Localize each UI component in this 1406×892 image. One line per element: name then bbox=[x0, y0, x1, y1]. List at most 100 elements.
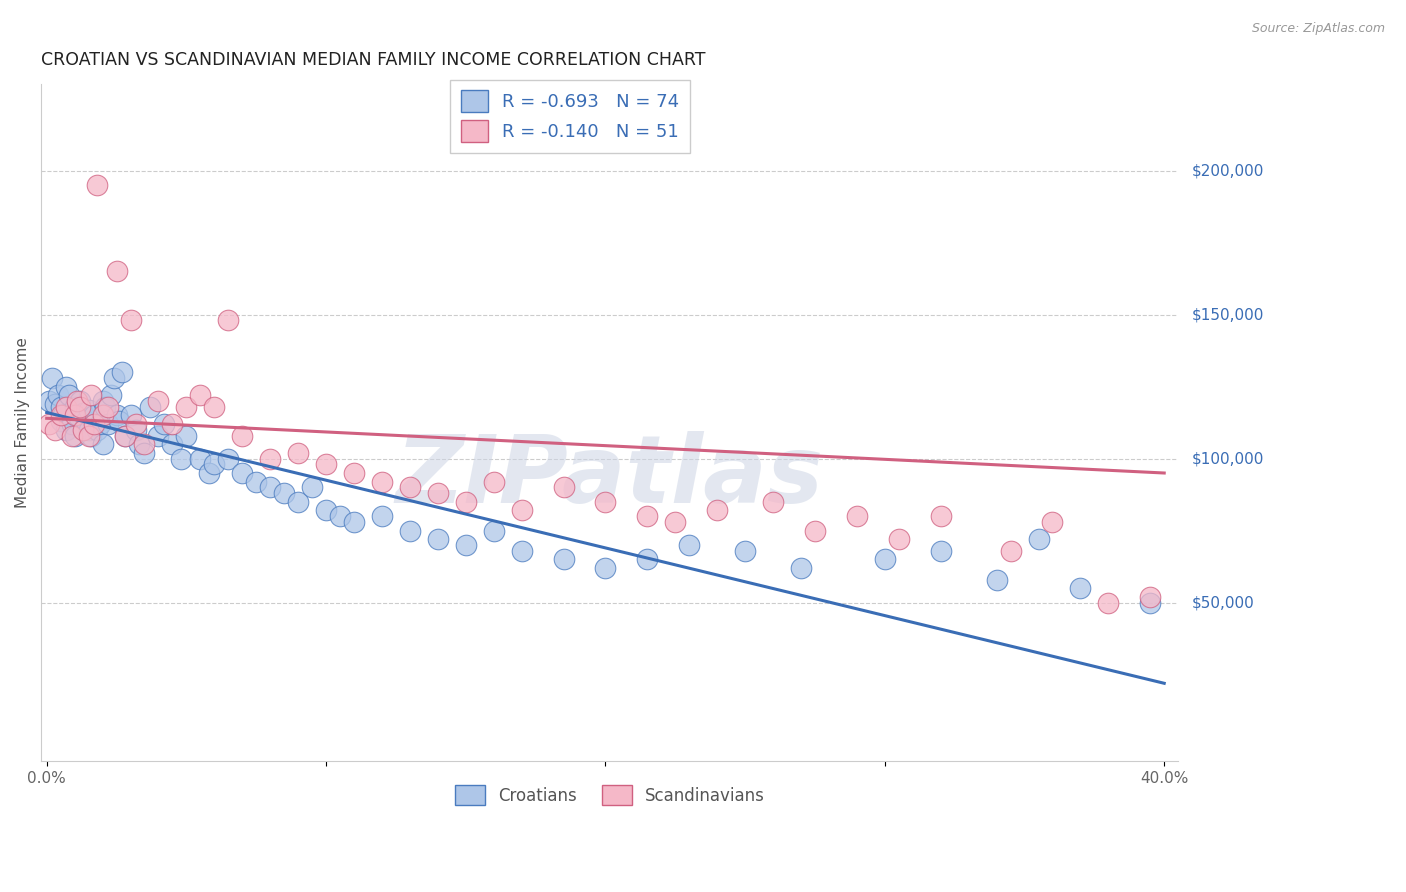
Point bbox=[1139, 590, 1161, 604]
Point bbox=[44, 397, 66, 411]
Point bbox=[44, 423, 66, 437]
Point bbox=[343, 466, 366, 480]
Point bbox=[217, 313, 239, 327]
Point bbox=[929, 543, 952, 558]
Text: Source: ZipAtlas.com: Source: ZipAtlas.com bbox=[1251, 22, 1385, 36]
Point bbox=[69, 394, 91, 409]
Point bbox=[41, 371, 63, 385]
Point bbox=[153, 417, 176, 431]
Point bbox=[190, 451, 212, 466]
Point bbox=[259, 480, 281, 494]
Point bbox=[273, 486, 295, 500]
Point bbox=[134, 446, 156, 460]
Point bbox=[1069, 581, 1091, 595]
Point bbox=[83, 409, 105, 423]
Point bbox=[49, 400, 72, 414]
Point bbox=[734, 543, 756, 558]
Point bbox=[55, 423, 77, 437]
Point bbox=[315, 503, 337, 517]
Point bbox=[125, 417, 148, 431]
Point bbox=[111, 365, 134, 379]
Text: ZIPatlas: ZIPatlas bbox=[395, 431, 824, 523]
Point bbox=[315, 458, 337, 472]
Point bbox=[120, 313, 142, 327]
Point bbox=[55, 400, 77, 414]
Point bbox=[343, 515, 366, 529]
Point bbox=[69, 400, 91, 414]
Point bbox=[77, 402, 100, 417]
Point bbox=[873, 552, 896, 566]
Point bbox=[482, 475, 505, 489]
Point bbox=[125, 423, 148, 437]
Point bbox=[553, 480, 575, 494]
Point bbox=[986, 573, 1008, 587]
Point bbox=[301, 480, 323, 494]
Point bbox=[887, 533, 910, 547]
Point bbox=[86, 423, 108, 437]
Point bbox=[176, 428, 198, 442]
Point bbox=[75, 414, 97, 428]
Point bbox=[128, 437, 150, 451]
Text: $200,000: $200,000 bbox=[1192, 163, 1264, 178]
Point bbox=[426, 533, 449, 547]
Point bbox=[97, 417, 120, 431]
Point bbox=[63, 428, 86, 442]
Point bbox=[636, 509, 658, 524]
Point bbox=[89, 417, 111, 431]
Point bbox=[63, 400, 86, 414]
Point bbox=[134, 437, 156, 451]
Point bbox=[454, 495, 477, 509]
Point bbox=[371, 475, 394, 489]
Point bbox=[804, 524, 827, 538]
Point bbox=[148, 428, 170, 442]
Point bbox=[55, 379, 77, 393]
Point bbox=[148, 394, 170, 409]
Point bbox=[790, 561, 813, 575]
Point bbox=[77, 428, 100, 442]
Point bbox=[553, 552, 575, 566]
Point bbox=[287, 495, 309, 509]
Point bbox=[482, 524, 505, 538]
Point bbox=[664, 515, 686, 529]
Point bbox=[162, 417, 184, 431]
Point bbox=[1042, 515, 1064, 529]
Point bbox=[245, 475, 267, 489]
Point bbox=[52, 409, 75, 423]
Legend: Croatians, Scandinavians: Croatians, Scandinavians bbox=[446, 777, 773, 814]
Point bbox=[217, 451, 239, 466]
Point bbox=[38, 394, 60, 409]
Point bbox=[202, 400, 225, 414]
Point bbox=[510, 543, 533, 558]
Point bbox=[190, 388, 212, 402]
Point bbox=[259, 451, 281, 466]
Point bbox=[60, 417, 83, 431]
Point bbox=[706, 503, 728, 517]
Point bbox=[1097, 596, 1119, 610]
Point bbox=[49, 414, 72, 428]
Point bbox=[454, 538, 477, 552]
Point bbox=[38, 417, 60, 431]
Point bbox=[120, 409, 142, 423]
Point bbox=[845, 509, 868, 524]
Point bbox=[83, 417, 105, 431]
Point bbox=[105, 264, 128, 278]
Text: CROATIAN VS SCANDINAVIAN MEDIAN FAMILY INCOME CORRELATION CHART: CROATIAN VS SCANDINAVIAN MEDIAN FAMILY I… bbox=[41, 51, 706, 69]
Point bbox=[762, 495, 785, 509]
Y-axis label: Median Family Income: Median Family Income bbox=[15, 337, 30, 508]
Point bbox=[91, 394, 114, 409]
Point bbox=[1000, 543, 1022, 558]
Point bbox=[371, 509, 394, 524]
Point bbox=[176, 400, 198, 414]
Point bbox=[510, 503, 533, 517]
Point bbox=[287, 446, 309, 460]
Text: $100,000: $100,000 bbox=[1192, 451, 1264, 467]
Point bbox=[595, 561, 617, 575]
Point bbox=[46, 388, 69, 402]
Point bbox=[929, 509, 952, 524]
Point bbox=[72, 423, 94, 437]
Point bbox=[114, 428, 136, 442]
Point bbox=[91, 409, 114, 423]
Point bbox=[103, 371, 125, 385]
Point bbox=[80, 388, 103, 402]
Point bbox=[97, 400, 120, 414]
